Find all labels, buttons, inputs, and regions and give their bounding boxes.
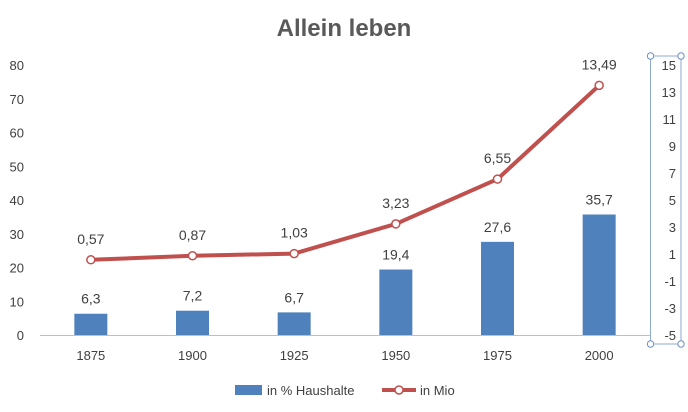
y-left-tick-label: 0 (17, 328, 24, 343)
line-point (289, 248, 299, 259)
y-right-tick-label: -3 (664, 301, 676, 316)
legend-swatch-bar (235, 385, 262, 395)
x-tick-label: 1900 (178, 348, 207, 363)
line-series (90, 83, 601, 262)
bar-data-label: 27,6 (484, 219, 511, 235)
x-tick-label: 2000 (585, 348, 614, 363)
bar (379, 269, 413, 335)
selection-handle[interactable] (646, 340, 655, 348)
legend: in % Haushalte in Mio (235, 383, 455, 398)
line-point (594, 80, 604, 91)
y-right-tick-label: 11 (663, 112, 677, 127)
legend-swatch-marker (394, 385, 404, 395)
selection-handle[interactable] (677, 340, 685, 348)
selection-handle[interactable] (677, 52, 685, 60)
line-data-label: 1,03 (281, 225, 308, 241)
line-point (492, 174, 503, 184)
line-data-label: 6,55 (484, 150, 511, 166)
x-tick-label: 1925 (280, 348, 309, 363)
y-right-tick-label: -5 (664, 328, 676, 343)
y-left-tick-label: 80 (10, 58, 24, 73)
line-point (391, 219, 401, 229)
y-right-tick-label: 7 (669, 166, 676, 181)
bar-data-label: 7,2 (183, 288, 203, 304)
line-data-label: 3,23 (382, 195, 409, 211)
x-tick-label: 1975 (483, 348, 512, 363)
line-data-label: 0,87 (179, 227, 206, 243)
line-point (86, 255, 96, 265)
y-left-tick-label: 30 (10, 227, 24, 242)
line-data-label: 0,57 (77, 231, 104, 247)
y-right-tick-label: -1 (664, 274, 676, 289)
y-right-tick-label: 5 (669, 193, 676, 208)
bar (582, 214, 616, 335)
bar-data-label: 6,3 (81, 291, 101, 307)
y-right-tick-label: 1 (669, 247, 676, 262)
bar (176, 310, 209, 335)
selection-handle[interactable] (646, 52, 655, 60)
legend-label-line: in Mio (420, 383, 455, 398)
y-left-tick-label: 70 (10, 92, 24, 107)
y-left-tick-label: 20 (10, 261, 24, 276)
legend-label-bar: in % Haushalte (267, 383, 354, 398)
bar (74, 313, 108, 335)
bar-data-label: 6,7 (284, 289, 304, 305)
x-tick-label: 1950 (381, 348, 410, 363)
bar (277, 312, 311, 335)
y-right-tick-label: 15 (662, 58, 676, 73)
y-right-tick-label: 3 (669, 220, 676, 235)
chart-title: Allein leben (277, 15, 412, 42)
y-left-tick-label: 10 (10, 294, 24, 309)
bar-data-label: 19,4 (382, 247, 409, 263)
bar (481, 241, 514, 335)
y-right-tick-label: 9 (669, 139, 676, 154)
y-left-tick-label: 40 (10, 193, 24, 208)
bar-data-label: 35,7 (586, 192, 613, 208)
line-data-label: 13,49 (582, 56, 617, 72)
y-left-tick-label: 50 (10, 159, 24, 174)
x-tick-label: 1875 (76, 348, 105, 363)
line-point (187, 251, 198, 261)
y-left-tick-label: 60 (10, 126, 24, 141)
y-right-tick-label: 13 (662, 85, 676, 100)
